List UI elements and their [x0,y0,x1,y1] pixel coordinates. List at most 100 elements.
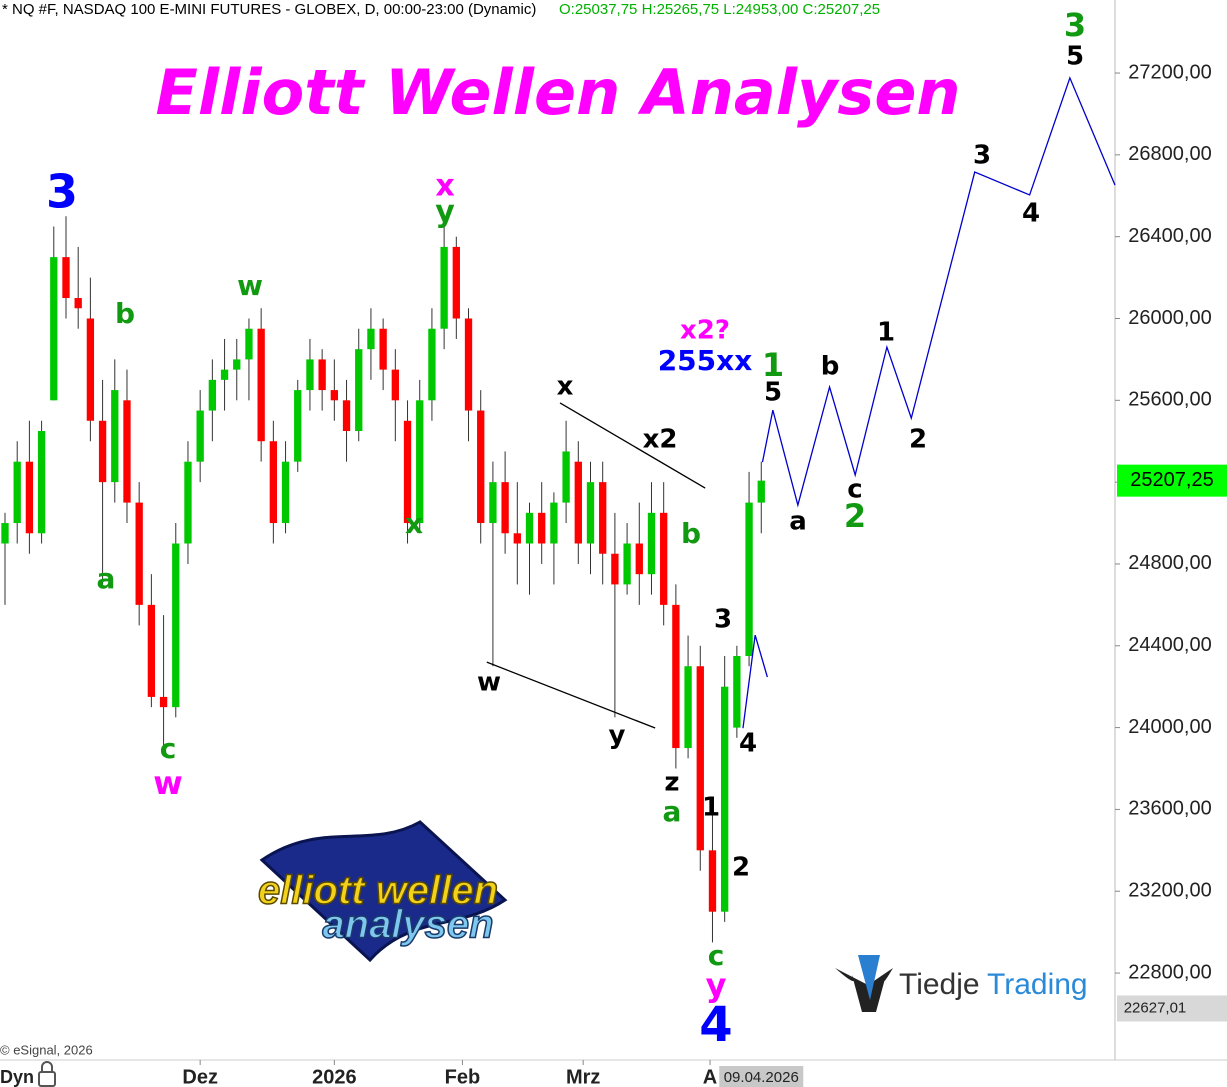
candle-body [233,359,241,370]
wave-line [761,76,1116,508]
lock-icon [38,1061,56,1087]
last-price-box [1117,464,1227,497]
wave-label: x2 [643,425,678,455]
candle-body [196,410,204,462]
candle-body [269,441,278,524]
y-tick-label: 24800,00 [1128,552,1211,574]
candle-body [708,850,717,912]
candle-body [647,512,656,575]
y-tick-label: 26400,00 [1128,225,1211,247]
y-tick-label: 23600,00 [1128,798,1211,820]
candle-body [367,328,375,350]
candle-body [220,369,229,380]
x-tick-label: A [703,1066,717,1087]
candle-body [62,257,70,299]
candle-body [391,369,399,401]
y-tick-label: 24400,00 [1128,634,1211,656]
wave-label: 2 [909,425,927,455]
copyright: © eSignal, 2026 [0,1042,93,1057]
y-tick-label: 25600,00 [1128,389,1211,411]
x-tick-label: 2026 [312,1066,357,1087]
wave-label: a [97,562,116,595]
candle-body [135,502,143,605]
candle-body [525,512,534,544]
wave-label: b [821,352,840,382]
wave-label: w [153,764,183,802]
instrument-info: * NQ #F, NASDAQ 100 E-MINI FUTURES - GLO… [2,1,536,18]
trading-text: Trading [987,968,1088,1001]
candle-body [330,390,339,401]
wave-label: x [405,507,423,540]
candle-body [74,298,82,309]
wave-label: 5 [764,378,782,408]
candle-body [281,461,290,524]
candle-body [623,543,631,585]
wave-line [559,402,706,489]
candle-body [37,430,46,534]
wave-label: y [706,966,727,1004]
y-tick-label: 24000,00 [1128,716,1211,738]
wave-label: b [115,297,135,330]
candle-body [550,502,558,544]
wave-label: 5 [1066,42,1084,72]
candle-body [25,461,34,534]
chart-title: Elliott Wellen Analysen [155,56,960,129]
candle-body [342,400,351,431]
candle-body [574,461,582,544]
candle-body [672,604,680,749]
wave-label: 1 [762,346,784,384]
candle-body [416,400,424,524]
candle-body [464,318,473,411]
low-marker-label: 22627,01 [1124,999,1187,1016]
wave-label: b [681,517,701,550]
candle-body [1,523,9,544]
x-tick-label: Feb [445,1066,481,1087]
candle-body [50,257,58,401]
wave-label: 2 [844,497,866,535]
wave-label: 3 [46,165,78,219]
wave-label: c [847,475,862,505]
wave-label: 4 [699,997,732,1053]
y-tick-label: 27200,00 [1128,61,1211,83]
wave-label: w [237,269,263,302]
candle-body [257,328,265,442]
wave-label: 1 [877,318,895,348]
candle-body [684,666,692,749]
date-marker-label: 09.04.2026 [724,1069,799,1086]
candle-body [635,543,643,575]
candle-body [440,246,448,329]
wave-label: a [663,795,682,828]
low-marker-box [1117,995,1227,1022]
candle-body [111,390,119,483]
candle-body [538,512,546,544]
candle-body [318,359,326,391]
candle-body [306,359,314,391]
wave-label: 3 [714,605,732,635]
candle-body [696,666,704,851]
wave-label: y [435,195,455,230]
wave-label: x [435,169,454,204]
y-tick-label: 27600,00 [1128,0,1211,1]
ewa-logo-top: elliott wellen [258,869,498,913]
ohlc-info: O:25037,75 H:25265,75 L:24953,00 C:25207… [559,1,880,18]
candle-body [757,480,765,503]
candle-body [745,502,753,657]
candle-body [599,482,607,554]
candle-body [98,420,107,483]
y-tick-label: 23200,00 [1128,880,1211,902]
candle-body [86,318,95,421]
wave-label: c [708,939,725,972]
wave-label: x [557,372,574,402]
candle-body [660,512,668,605]
candle-body [562,451,570,503]
candle-body [513,533,521,544]
wave-label: 3 [1064,6,1086,44]
date-marker-box [719,1066,804,1087]
wave-label: 1 [702,793,720,823]
x-tick-label: Mrz [566,1066,600,1087]
wave-label: a [789,507,807,537]
candle-body [379,328,387,370]
candle-body [184,461,192,544]
